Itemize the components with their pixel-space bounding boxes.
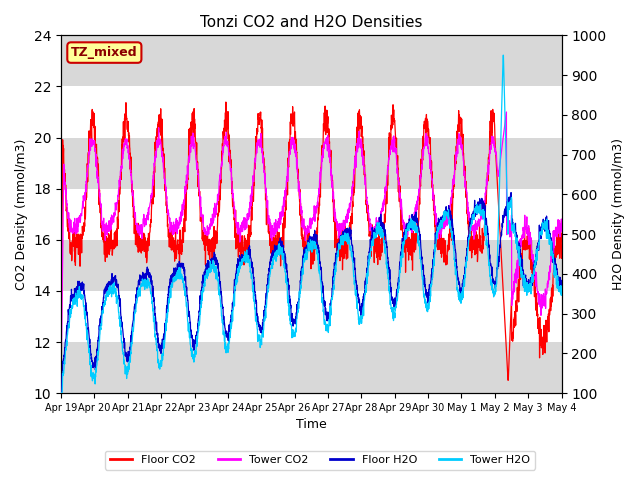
Bar (61, 138, 561, 189)
Title: Tonzi CO2 and H2O Densities: Tonzi CO2 and H2O Densities (200, 15, 422, 30)
Bar (61, 240, 561, 291)
Text: TZ_mixed: TZ_mixed (71, 46, 138, 59)
Legend: Floor CO2, Tower CO2, Floor H2O, Tower H2O: Floor CO2, Tower CO2, Floor H2O, Tower H… (105, 451, 535, 469)
X-axis label: Time: Time (296, 419, 326, 432)
Bar (61, 36, 561, 86)
Y-axis label: H2O Density (mmol/m3): H2O Density (mmol/m3) (612, 138, 625, 290)
Y-axis label: CO2 Density (mmol/m3): CO2 Density (mmol/m3) (15, 139, 28, 290)
Bar (61, 342, 561, 393)
